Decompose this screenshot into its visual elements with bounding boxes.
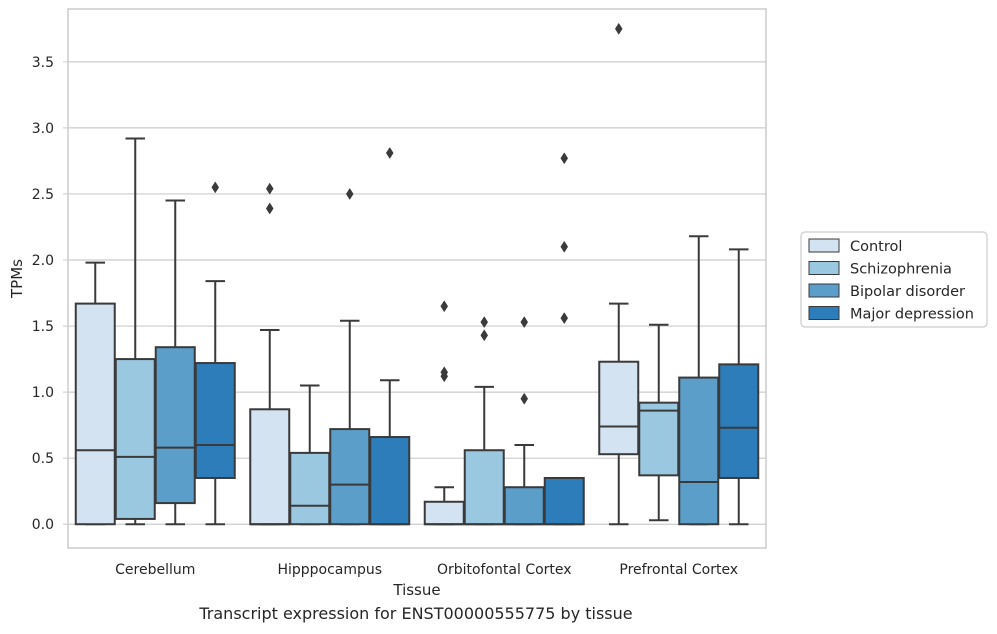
box-major-depression (718, 363, 760, 479)
legend-swatch (808, 261, 840, 275)
outlier-point (345, 187, 354, 200)
box-bipolar-disorder (154, 346, 196, 505)
box-schizophrenia (289, 451, 331, 526)
box-schizophrenia (638, 401, 680, 477)
outlier-point (440, 300, 449, 313)
outlier-point (211, 181, 220, 194)
chart: 0.0 0.5 1.0 1.5 2.0 2.5 3.0 3.5 TPMs Tissue Cerebe… (8, 8, 988, 599)
y-tick-label: 3.5 (32, 55, 54, 71)
box-control (74, 302, 116, 526)
outlier-point (520, 316, 529, 329)
legend-swatch (808, 306, 840, 320)
legend-label: Bipolar disorder (850, 284, 965, 300)
outlier-point (265, 182, 274, 195)
outlier-point (385, 147, 394, 159)
y-tick-label: 1.0 (32, 385, 54, 401)
box-control (249, 408, 291, 526)
outlier-point (560, 152, 569, 165)
legend-label: Schizophrenia (850, 262, 952, 278)
outlier-point (440, 366, 449, 379)
y-tick-label: 2.5 (32, 187, 54, 203)
box-control (423, 500, 465, 526)
outlier-point (480, 329, 489, 342)
y-tick-label: 2.0 (32, 253, 54, 269)
legend-label: Major depression (850, 307, 974, 323)
x-tick-label: Orbitofontal Cortex (437, 562, 572, 578)
outlier-point (614, 22, 623, 35)
x-axis-label: Tissue (392, 581, 440, 599)
y-tick-label: 3.0 (32, 121, 54, 137)
boxplot-chart: 0.0 0.5 1.0 1.5 2.0 2.5 3.0 3.5 TPMs Tissue Cerebe… (8, 8, 988, 599)
y-tick-label: 0.0 (32, 517, 54, 533)
outlier-point (480, 316, 489, 329)
figure-caption: Transcript expression for ENST0000055577… (199, 604, 633, 623)
outlier-point (560, 312, 569, 325)
box-major-depression (369, 436, 411, 526)
outlier-point (265, 202, 274, 215)
outlier-point (520, 392, 529, 405)
y-tick-label: 1.5 (32, 319, 54, 335)
box-schizophrenia (114, 358, 156, 520)
x-tick-label: Prefrontal Cortex (619, 562, 738, 578)
outlier-point (560, 240, 569, 253)
box-control (598, 360, 640, 456)
box-bipolar-disorder (678, 376, 720, 526)
box-bipolar-disorder (329, 428, 371, 526)
y-tick-label: 0.5 (32, 451, 54, 467)
box-major-depression (194, 362, 236, 479)
plot-frame (67, 8, 767, 549)
legend-swatch (808, 283, 840, 298)
y-axis-label: TPMs (8, 259, 26, 299)
box-bipolar-disorder (503, 486, 545, 526)
x-tick-label: Hipppocampus (277, 562, 382, 578)
box-major-depression (543, 476, 585, 526)
box-schizophrenia (463, 449, 505, 526)
x-tick-label: Cerebellum (115, 562, 195, 578)
legend-label: Control (850, 239, 902, 255)
legend-swatch (808, 238, 840, 253)
legend (800, 231, 988, 328)
